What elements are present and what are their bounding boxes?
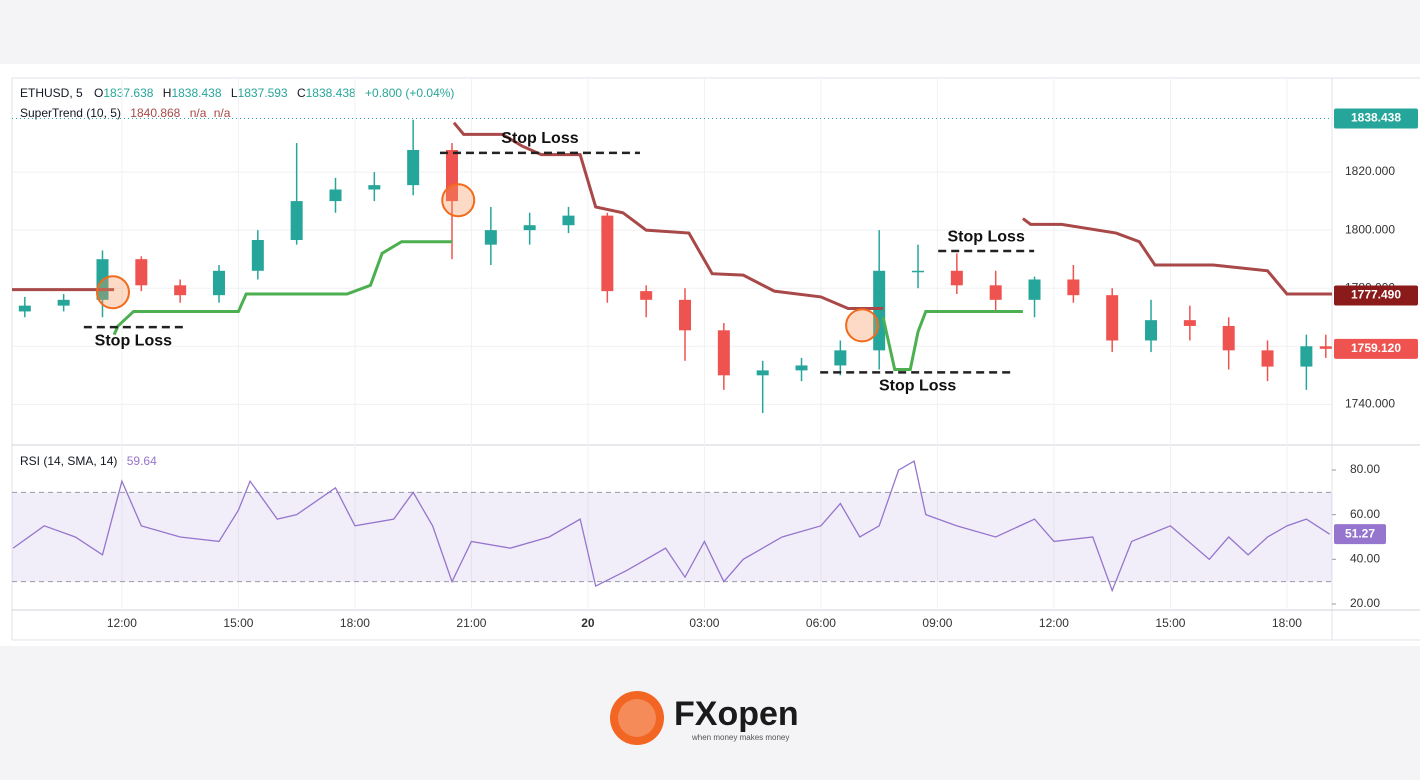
rsi-tick-label: 20.00 <box>1350 596 1380 610</box>
candle-body <box>1183 320 1196 326</box>
candle-body <box>989 285 1002 300</box>
symbol: ETHUSD, 5 <box>20 86 83 100</box>
candle-body <box>212 270 225 296</box>
logo-mark <box>618 699 656 737</box>
candle-body <box>1067 279 1080 296</box>
signal-marker <box>441 183 476 218</box>
candle-body <box>640 291 653 300</box>
x-tick-label: 20 <box>581 616 595 630</box>
candle-body <box>795 365 808 371</box>
candle-body <box>368 185 381 190</box>
brand: FXopen <box>674 695 799 733</box>
price-label-box <box>1334 338 1418 359</box>
rsi-tick-label: 80.00 <box>1350 462 1380 476</box>
na: n/a <box>190 106 207 120</box>
candle-body <box>756 370 769 376</box>
supertrend-value: 1840.868 <box>130 106 180 120</box>
rsi-label: RSI (14, SMA, 14) <box>20 454 117 468</box>
rsi-label-box <box>1334 524 1386 545</box>
chart-card <box>0 64 1420 646</box>
price-label: 1838.438 <box>1351 111 1401 125</box>
supertrend-line <box>112 240 452 336</box>
candle-body <box>834 350 847 366</box>
close: 1838.438 <box>306 86 356 100</box>
rsi-line <box>12 460 1331 593</box>
x-tick-label: 15:00 <box>223 616 253 630</box>
candle-body <box>251 240 264 271</box>
y-tick-label: 1820.000 <box>1345 164 1395 178</box>
o-label: O <box>94 86 103 100</box>
candle-body <box>873 270 886 351</box>
rsi-tick-label: 40.00 <box>1350 551 1380 565</box>
legend-line: ETHUSD, 5 O1837.638 H1838.438 L1837.593 … <box>20 86 454 100</box>
candle-body <box>679 299 692 331</box>
x-tick-label: 09:00 <box>922 616 952 630</box>
candle-body <box>1261 350 1274 367</box>
x-tick-label: 18:00 <box>1272 616 1302 630</box>
supertrend-label: SuperTrend (10, 5) <box>20 106 121 120</box>
open: 1837.638 <box>103 86 153 100</box>
candle-body <box>562 215 575 226</box>
signal-marker <box>845 308 880 343</box>
tagline: when money makes money <box>691 733 789 742</box>
candle-body <box>1028 279 1041 300</box>
supertrend-line <box>1021 217 1332 296</box>
rsi-band <box>12 492 1332 582</box>
x-tick-label: 06:00 <box>806 616 836 630</box>
signal-marker <box>95 275 130 310</box>
logo: FXopen when money makes money <box>610 691 799 745</box>
y-tick-label: 1800.000 <box>1345 222 1395 236</box>
candle-body <box>290 201 303 241</box>
rsi-legend: RSI (14, SMA, 14) 59.64 <box>20 454 157 468</box>
candle-body <box>57 299 70 306</box>
candle-body <box>484 230 497 245</box>
candle-body <box>1145 320 1158 341</box>
price-label-box <box>1334 285 1418 306</box>
rsi-last-label: 51.27 <box>1345 526 1375 540</box>
indicator-line: SuperTrend (10, 5) 1840.868 n/a n/a <box>20 106 231 120</box>
candle-body <box>912 270 925 273</box>
y-tick-label: 1740.000 <box>1345 397 1395 411</box>
supertrend-line <box>452 121 884 311</box>
candle-body <box>135 259 148 286</box>
x-tick-label: 18:00 <box>340 616 370 630</box>
candle-body <box>1319 346 1332 349</box>
rsi-value: 59.64 <box>127 454 157 468</box>
stop-loss-label: Stop Loss <box>948 228 1025 245</box>
x-tick-label: 21:00 <box>456 616 486 630</box>
change: +0.800 (+0.04%) <box>365 86 454 100</box>
x-tick-label: 03:00 <box>689 616 719 630</box>
candle-body <box>1222 325 1235 351</box>
price-label: 1777.490 <box>1351 288 1401 302</box>
logo-mark <box>610 691 664 745</box>
candle-body <box>174 285 187 296</box>
x-tick-label: 12:00 <box>1039 616 1069 630</box>
candle-body <box>523 225 536 231</box>
price-label-box <box>1334 108 1418 129</box>
rsi-tick-label: 60.00 <box>1350 507 1380 521</box>
candle-body <box>407 150 420 186</box>
candle-body <box>601 215 614 292</box>
c-label: C <box>297 86 306 100</box>
na: n/a <box>214 106 231 120</box>
candle-body <box>18 305 31 312</box>
candle-body <box>950 270 963 286</box>
stop-loss-label: Stop Loss <box>879 378 956 395</box>
h-label: H <box>163 86 172 100</box>
l-label: L <box>231 86 238 100</box>
stop-loss-label: Stop Loss <box>501 130 578 147</box>
x-tick-label: 15:00 <box>1155 616 1185 630</box>
candle-body <box>1106 295 1119 341</box>
x-tick-label: 12:00 <box>107 616 137 630</box>
candle-body <box>329 189 342 202</box>
candle-body <box>1300 346 1313 367</box>
candle-body <box>717 330 730 376</box>
stop-loss-label: Stop Loss <box>95 332 172 349</box>
supertrend-line <box>881 309 1023 372</box>
low: 1837.593 <box>238 86 288 100</box>
high: 1838.438 <box>171 86 221 100</box>
price-label: 1759.120 <box>1351 341 1401 355</box>
